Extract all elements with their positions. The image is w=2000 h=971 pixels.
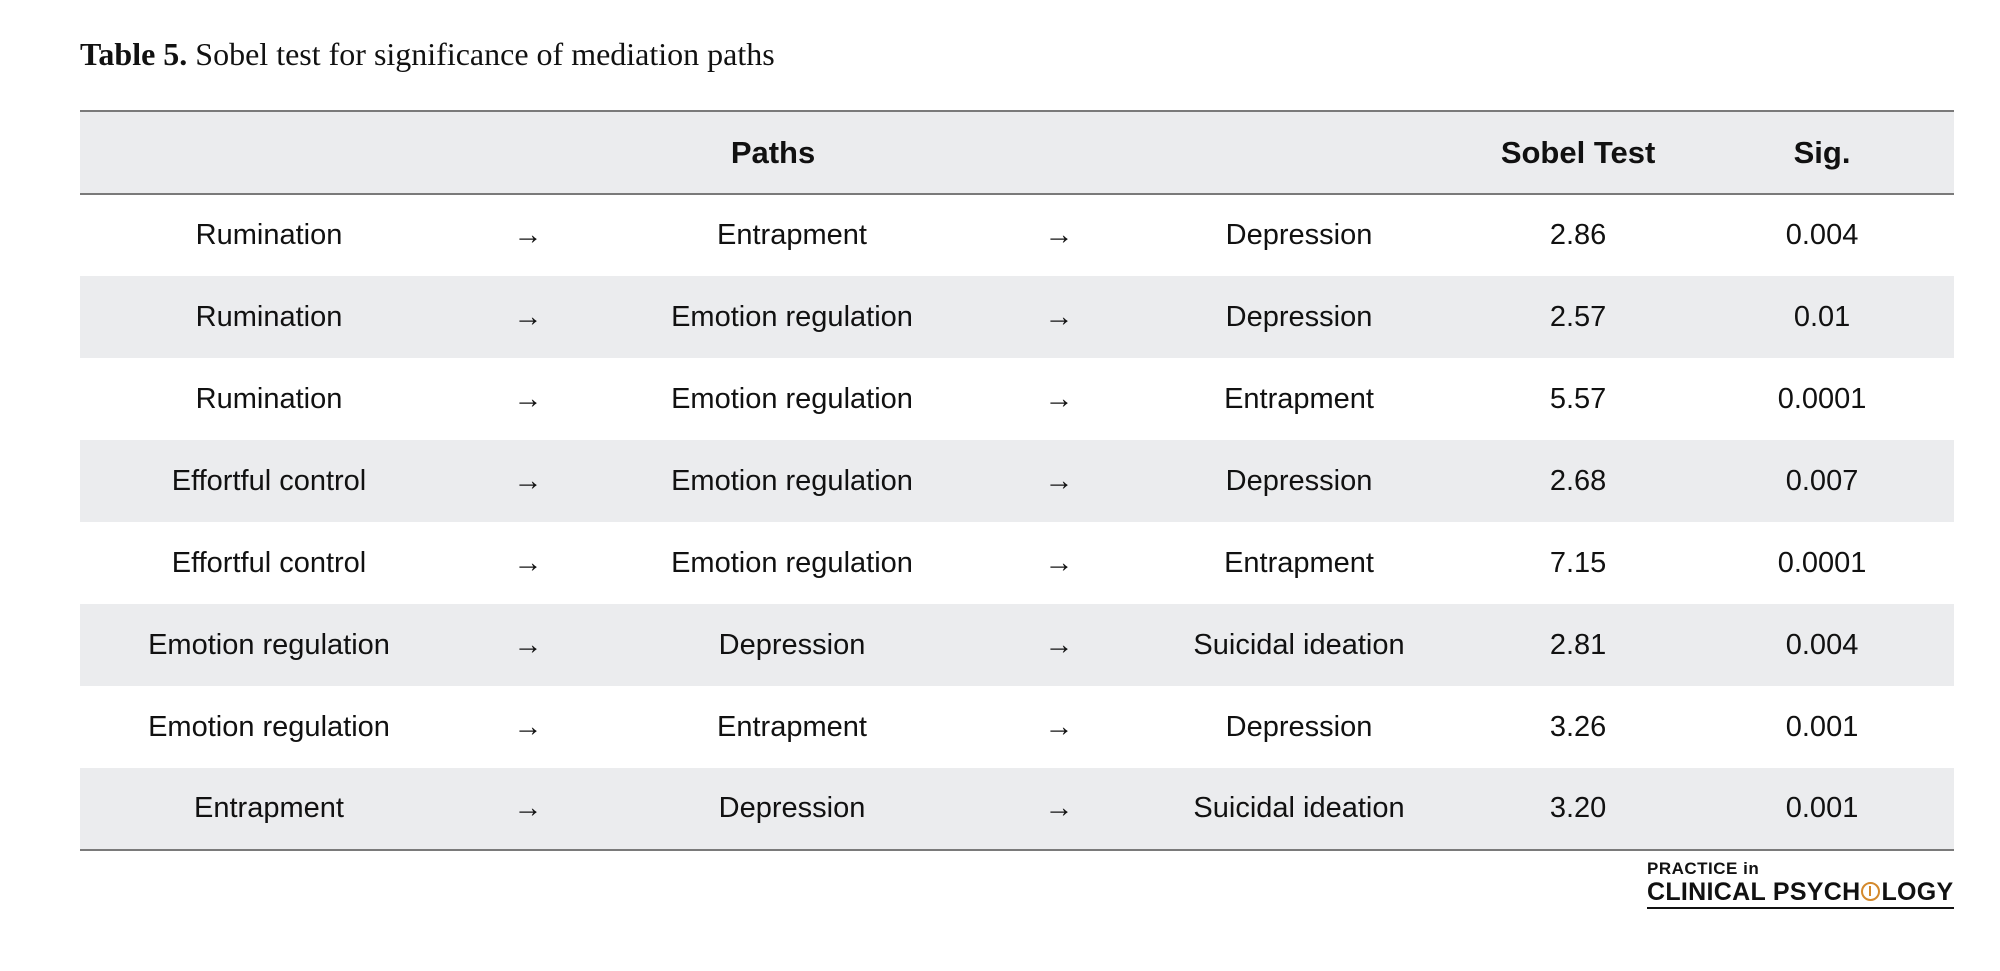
table-header-row: Paths Sobel Test Sig. xyxy=(80,111,1955,194)
table-row: Entrapment → Depression → Suicidal ideation 3… xyxy=(80,768,1955,850)
table-row: Emotion regulation → Depression → Suicidal i… xyxy=(80,604,1955,686)
cell-sobel: 7.15 xyxy=(1549,546,1607,579)
cell-sig: 0.001 xyxy=(1785,792,1859,824)
logo-line2: CLINICAL PSYCH LOGY xyxy=(1647,878,1954,909)
cell-via: Depression xyxy=(718,792,866,824)
journal-logo: PRACTICE in CLINICAL PSYCH LOGY xyxy=(1647,860,1955,909)
cell-sobel: 5.57 xyxy=(1549,382,1607,415)
arrow-icon: → xyxy=(513,792,543,824)
cell-sig: 0.01 xyxy=(1793,300,1851,333)
cell-sobel: 2.81 xyxy=(1549,628,1607,661)
table-label: Table 5. xyxy=(80,36,188,72)
table-row: Effortful control → Emotion regulation → Ent… xyxy=(80,522,1954,604)
arrow-icon: → xyxy=(1044,792,1074,824)
cell-sig: 0.004 xyxy=(1785,628,1859,661)
table-row: Rumination → Emotion regulation → Entrapment… xyxy=(80,358,1954,440)
cell-from: Emotion regulation xyxy=(148,710,390,743)
arrow-icon: → xyxy=(513,546,543,579)
cell-sobel: 3.20 xyxy=(1549,792,1607,824)
table-title: Sobel test for significance of mediation… xyxy=(195,36,775,72)
cell-to: Suicidal ideation xyxy=(1193,628,1405,661)
cell-sobel: 2.86 xyxy=(1549,219,1607,251)
cell-via: Emotion regulation xyxy=(671,300,913,333)
arrow-icon: → xyxy=(1044,546,1074,579)
cell-from: Rumination xyxy=(195,300,343,333)
cell-sobel: 3.26 xyxy=(1549,710,1607,743)
arrow-icon: → xyxy=(1044,382,1074,415)
arrow-icon: → xyxy=(1044,464,1074,497)
arrow-icon: → xyxy=(1044,219,1074,251)
arrow-icon: → xyxy=(513,382,543,415)
cell-to: Depression xyxy=(1225,710,1373,743)
table-caption: Table 5. Sobel test for significance of … xyxy=(80,36,775,73)
cell-from: Effortful control xyxy=(171,546,367,579)
cell-to: Entrapment xyxy=(1224,382,1374,415)
cell-from: Effortful control xyxy=(171,464,367,497)
table-row: Rumination → Entrapment → Depression 2.86 0.00… xyxy=(80,194,1954,276)
logo-line1: PRACTICE in xyxy=(1647,859,1760,878)
cell-via: Entrapment xyxy=(717,710,867,743)
cell-sobel: 2.57 xyxy=(1549,300,1607,333)
cell-from: Rumination xyxy=(195,219,343,251)
header-sobel: Sobel Test xyxy=(1500,134,1656,170)
cell-to: Depression xyxy=(1225,300,1373,333)
cell-via: Entrapment xyxy=(717,219,867,251)
arrow-icon: → xyxy=(1044,710,1074,743)
header-sig: Sig. xyxy=(1793,134,1851,170)
cell-from: Entrapment xyxy=(194,792,344,824)
table-row: Rumination → Emotion regulation → Depression… xyxy=(80,276,1955,358)
logo-o-icon xyxy=(1861,882,1881,902)
cell-sig: 0.001 xyxy=(1785,710,1859,743)
arrow-icon: → xyxy=(1044,628,1074,661)
cell-to: Depression xyxy=(1225,464,1373,497)
cell-via: Emotion regulation xyxy=(671,464,913,497)
arrow-icon: → xyxy=(1044,300,1074,333)
arrow-icon: → xyxy=(513,628,543,661)
cell-from: Emotion regulation xyxy=(148,628,390,661)
arrow-icon: → xyxy=(513,464,543,497)
cell-to: Suicidal ideation xyxy=(1193,792,1405,824)
arrow-icon: → xyxy=(513,300,543,333)
cell-to: Depression xyxy=(1225,219,1373,251)
header-paths: Paths xyxy=(730,134,816,170)
cell-to: Entrapment xyxy=(1224,546,1374,579)
table-row: Emotion regulation → Entrapment → Depression… xyxy=(80,686,1954,768)
arrow-icon: → xyxy=(513,219,543,251)
arrow-icon: → xyxy=(513,710,543,743)
cell-via: Emotion regulation xyxy=(671,546,913,579)
cell-sobel: 2.68 xyxy=(1549,464,1607,497)
cell-from: Rumination xyxy=(195,382,343,415)
cell-via: Depression xyxy=(718,628,866,661)
cell-via: Emotion regulation xyxy=(671,382,913,415)
cell-sig: 0.004 xyxy=(1785,219,1859,251)
table-row: Effortful control → Emotion regulation → Dep… xyxy=(80,440,1955,522)
cell-sig: 0.007 xyxy=(1785,464,1859,497)
cell-sig: 0.0001 xyxy=(1777,382,1867,415)
sobel-table: Paths Sobel Test Sig. Rumination → Entrapm… xyxy=(80,110,1955,851)
cell-sig: 0.0001 xyxy=(1777,546,1867,579)
